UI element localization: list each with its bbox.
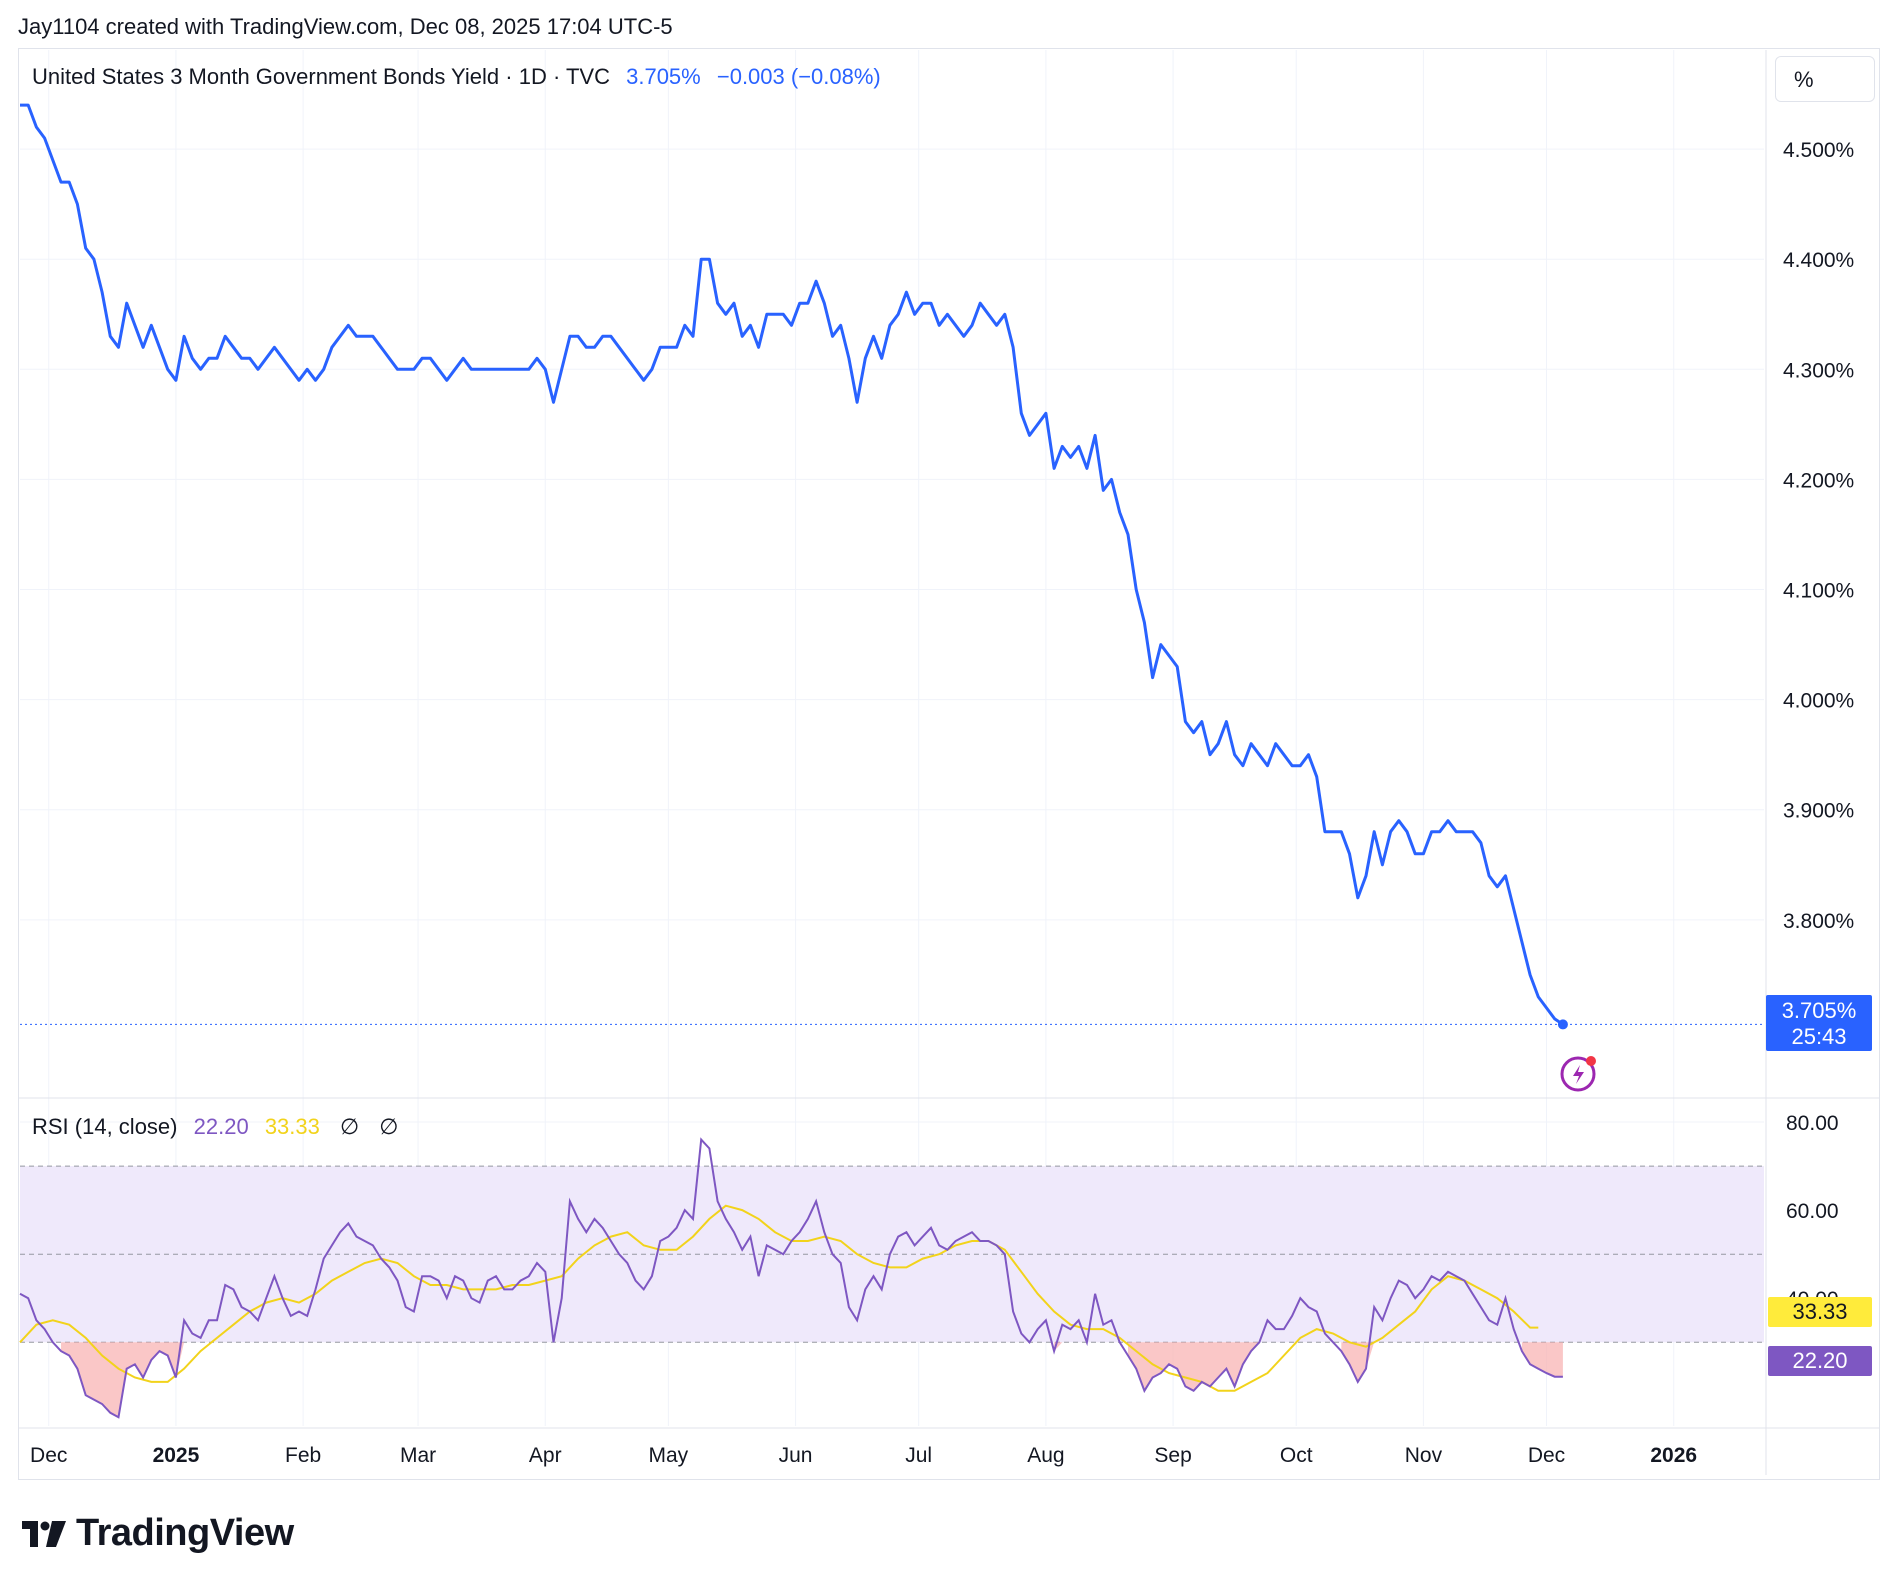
time-tick-label: Jun (779, 1444, 813, 1467)
time-tick-label: Feb (285, 1444, 321, 1467)
oversold-area (1521, 1342, 1563, 1377)
oversold-area (1127, 1342, 1260, 1391)
tradingview-logo[interactable]: TradingView (22, 1512, 294, 1555)
price-tick-label: 4.100% (1783, 580, 1854, 603)
time-tick-label: Aug (1027, 1444, 1064, 1467)
price-axis: 4.500% 4.400% 4.300% 4.200% 4.100% 4.000% 3.90… (1783, 139, 1854, 933)
chart-frame (18, 48, 1880, 1480)
empty-value-1: ∅ (340, 1114, 360, 1139)
rsi-ma-tag: 33.33 (1768, 1297, 1872, 1327)
time-tick-label: Nov (1405, 1444, 1443, 1467)
change-value: −0.003 (−0.08%) (716, 64, 881, 89)
price-tick-label: 4.500% (1783, 139, 1854, 162)
oversold-area (61, 1342, 185, 1418)
time-tick-label: Dec (30, 1444, 67, 1467)
rsi-ma-value: 33.33 (264, 1114, 320, 1139)
rsi-line (19, 1137, 1563, 1419)
time-tick-label: May (649, 1444, 689, 1467)
price-tick-label: 4.200% (1783, 469, 1854, 492)
time-axis: Dec 2025 Feb Mar Apr May Jun Jul Aug Sep Oct Nov Dec… (30, 1444, 1697, 1467)
time-tick-label: 2025 (153, 1444, 200, 1467)
rsi-value: 22.20 (193, 1114, 249, 1139)
brand-name: TradingView (76, 1512, 294, 1554)
rsi-title: RSI (14, close) (32, 1114, 178, 1139)
alert-icon (1560, 1056, 1596, 1092)
rsi-tick-label: 60.00 (1786, 1200, 1839, 1223)
rsi-legend[interactable]: RSI (14, close) 22.20 33.33 ∅ ∅ (32, 1114, 398, 1140)
empty-value-2: ∅ (379, 1114, 399, 1139)
time-tick-label: Jul (905, 1444, 932, 1467)
price-tick-label: 4.400% (1783, 249, 1854, 272)
chart-credit: Jay1104 created with TradingView.com, De… (18, 14, 673, 39)
rsi-oversold-fill (61, 1342, 1563, 1418)
price-tick-label: 4.300% (1783, 359, 1854, 382)
last-value: 3.705% (626, 64, 701, 89)
rsi-tick-label: 80.00 (1786, 1112, 1839, 1135)
oversold-area (1341, 1342, 1375, 1382)
time-tick-label: Oct (1280, 1444, 1313, 1467)
price-tick-label: 3.800% (1783, 910, 1854, 933)
symbol-title: United States 3 Month Government Bonds Y… (32, 64, 610, 89)
rsi-tag: 22.20 (1768, 1346, 1872, 1376)
time-tick-label: 2026 (1650, 1444, 1697, 1467)
time-tick-label: Sep (1154, 1444, 1191, 1467)
price-tick-label: 4.000% (1783, 690, 1854, 713)
main-legend[interactable]: United States 3 Month Government Bonds Y… (32, 64, 881, 90)
bar-countdown: 25:43 (1791, 1024, 1847, 1049)
price-tick-label: 3.900% (1783, 800, 1854, 823)
last-price-tag-value: 3.705% (1781, 998, 1857, 1023)
last-price-dot (1557, 1019, 1568, 1030)
price-series-line (20, 103, 1564, 1026)
unit-button[interactable]: % (1775, 56, 1875, 102)
time-tick-label: Apr (529, 1444, 562, 1467)
rsi-ma-line (19, 1204, 1539, 1392)
time-tick-label: Mar (400, 1444, 436, 1467)
tradingview-logo-icon (22, 1520, 66, 1547)
last-price-tag: 3.705% 25:43 (1766, 995, 1872, 1051)
rsi-band-lines (20, 1165, 1764, 1343)
time-tick-label: Dec (1528, 1444, 1565, 1467)
